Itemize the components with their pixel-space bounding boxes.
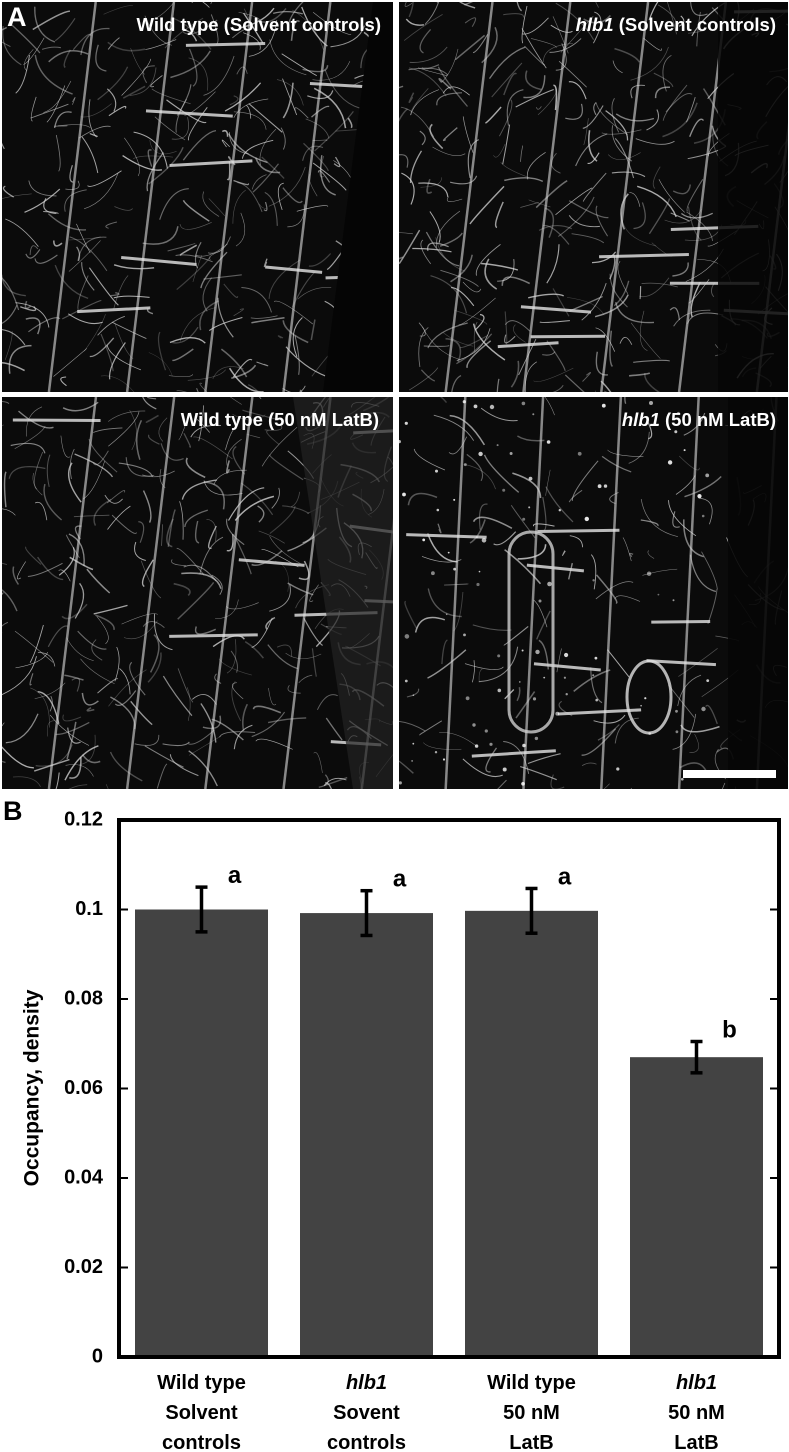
error-bar bbox=[195, 885, 208, 934]
bar bbox=[465, 910, 598, 1357]
bar bbox=[135, 909, 268, 1357]
micrograph-image bbox=[2, 2, 393, 392]
bar bbox=[630, 1057, 763, 1357]
bars-layer bbox=[135, 909, 763, 1357]
micrograph-image bbox=[399, 397, 788, 789]
significance-labels-layer: a a a b bbox=[228, 862, 737, 1043]
micrograph-label: hlb1 (50 nM LatB) bbox=[621, 409, 776, 430]
error-bar bbox=[690, 1039, 703, 1075]
y-tick-label: 0 bbox=[92, 1345, 103, 1367]
y-tick-label: 0.08 bbox=[64, 987, 103, 1009]
significance-label: a bbox=[393, 866, 407, 893]
category-label: Wild type bbox=[157, 1372, 246, 1394]
y-tick-label: 0.04 bbox=[64, 1166, 104, 1188]
micrograph-image bbox=[399, 2, 788, 392]
significance-label: a bbox=[558, 863, 572, 890]
category-label: LatB bbox=[674, 1432, 718, 1452]
category-label: controls bbox=[162, 1432, 241, 1452]
y-axis-title: Occupancy, density bbox=[21, 989, 44, 1186]
micrograph-label: hlb1 (Solvent controls) bbox=[575, 14, 776, 35]
micrograph-label: Wild type (Solvent controls) bbox=[136, 14, 381, 35]
category-label: LatB bbox=[509, 1432, 553, 1452]
category-label: hlb1 bbox=[346, 1372, 387, 1394]
significance-label: b bbox=[722, 1017, 737, 1044]
y-tick-label: 0.12 bbox=[64, 808, 103, 830]
significance-label: a bbox=[228, 862, 242, 889]
category-label: Wild type bbox=[487, 1372, 576, 1394]
panel-letter-a: A bbox=[7, 2, 27, 32]
micrograph-wild-type-latb: Wild type (50 nM LatB) bbox=[2, 397, 393, 789]
category-label: controls bbox=[327, 1432, 406, 1452]
panel-letter-b: B bbox=[3, 796, 23, 826]
category-label: Sovent bbox=[333, 1402, 400, 1424]
micrograph-hlb1-solvent: hlb1 (Solvent controls) bbox=[399, 2, 788, 392]
error-bars-layer bbox=[195, 885, 703, 1075]
y-tick-label: 0.02 bbox=[64, 1256, 103, 1278]
bar-chart: 0 0.02 0.04 0.06 0.08 0.1 0.12 a a a b Wild type S… bbox=[21, 808, 781, 1452]
category-label: 50 nM bbox=[668, 1402, 725, 1424]
y-ticks-layer: 0 0.02 0.04 0.06 0.08 0.1 0.12 bbox=[64, 808, 779, 1367]
micrograph-wild-type-solvent: Wild type (Solvent controls) bbox=[2, 2, 393, 392]
category-labels-layer: Wild type Solvent controls hlb1 Sovent contro… bbox=[157, 1372, 725, 1452]
micrograph-image bbox=[2, 397, 393, 789]
y-tick-label: 0.06 bbox=[64, 1077, 103, 1099]
micrograph-label: Wild type (50 nM LatB) bbox=[180, 409, 379, 430]
error-bar bbox=[525, 886, 538, 935]
y-tick-label: 0.1 bbox=[75, 898, 103, 920]
category-label: Solvent bbox=[165, 1402, 238, 1424]
scale-bar bbox=[683, 770, 776, 778]
micrograph-hlb1-latb: hlb1 (50 nM LatB) bbox=[399, 397, 788, 789]
bar bbox=[300, 913, 433, 1357]
error-bar bbox=[360, 888, 373, 938]
category-label: hlb1 bbox=[676, 1372, 717, 1394]
category-label: 50 nM bbox=[503, 1402, 560, 1424]
